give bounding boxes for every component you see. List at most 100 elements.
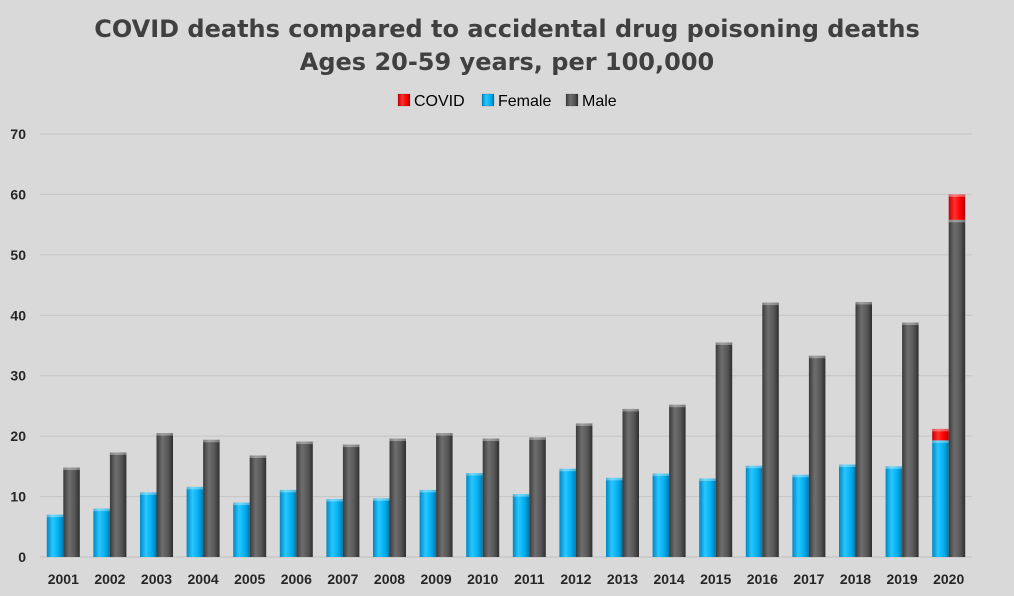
bar-female-2019 [885,466,903,557]
bar-male-2019-body [902,322,919,557]
bar-male-2004 [203,439,220,557]
bar-male-2010 [482,438,500,557]
bar-female-2015 [699,478,716,557]
x-tick-label: 2005 [234,571,265,587]
bar-female-2009-cap [419,489,437,493]
bar-male-2011 [529,437,546,557]
bar-female-2004-cap [186,486,204,490]
bars [46,194,966,557]
bar-male-2013-cap [622,408,639,412]
y-tick-label: 20 [10,428,26,444]
bar-female-2004-body [186,486,204,557]
bar-male-2005 [249,455,267,557]
bar-female-2009 [419,489,437,557]
bar-male-2013 [622,408,639,557]
bar-female-2005-cap [233,502,250,506]
bar-female-2013-body [606,477,623,557]
bar-male-2008-body [389,438,406,557]
bar-female-2013-cap [606,477,623,481]
bar-male-2017-body [808,355,826,557]
x-tick-label: 2009 [421,571,452,587]
bar-male-2019 [902,322,919,557]
y-tick-label: 40 [10,307,26,323]
bar-female-2012-cap [559,468,576,472]
bar-covid-female-2020-body [932,428,949,441]
legend: COVID Female Male [397,93,617,110]
bar-female-2002-cap [93,508,110,512]
y-tick-label: 10 [10,489,26,505]
bar-male-2009-body [436,433,453,557]
bar-male-2011-body [529,437,546,557]
bar-male-2005-body [249,455,267,557]
bar-female-2005 [233,502,250,557]
gridlines [40,133,972,558]
x-tick-label: 2010 [467,571,498,587]
legend-label: Male [582,93,617,110]
bar-male-2014 [669,404,686,557]
bar-female-2002 [93,508,110,557]
bar-female-2008-cap [373,498,390,501]
x-tick-label: 2011 [514,571,545,587]
bar-male-2018 [855,301,872,557]
bar-covid-female-2020 [932,428,949,441]
bar-female-2006-body [279,489,297,557]
bar-female-2005-body [233,502,250,557]
bar-male-2001-cap [63,467,80,471]
bar-covid-male-2020-body [948,194,966,220]
bar-male-2014-body [669,404,686,557]
bar-male-2016-cap [762,302,779,306]
bar-male-2016-body [762,302,779,557]
y-tick-label: 60 [10,186,26,202]
x-tick-label: 2013 [607,571,638,587]
x-tick-label: 2008 [374,571,405,587]
bar-female-2013 [606,477,623,557]
bar-female-2019-cap [885,466,903,469]
bar-female-2003 [140,492,157,557]
bar-female-2010-body [466,473,483,557]
bar-male-2013-body [622,408,639,557]
bar-male-2008-cap [389,438,406,442]
bar-female-2020-body [932,440,949,557]
bar-female-2017 [792,474,809,557]
bar-female-2010 [466,473,483,557]
bar-female-2016 [745,465,763,557]
bar-female-2020 [932,440,949,557]
bar-covid-male-2020 [948,194,966,220]
bar-female-2010-cap [466,473,483,476]
bar-female-2008 [373,498,390,557]
bar-female-2018 [839,464,856,557]
bar-male-2015-body [715,342,733,557]
legend-item-male: Male [565,93,617,110]
bar-male-2001 [63,467,80,557]
x-tick-label: 2018 [840,571,871,587]
bar-female-2018-cap [839,464,856,468]
bar-male-2002 [109,452,127,557]
bar-female-2007-body [326,498,343,557]
bar-male-2007 [342,444,360,557]
chart-subtitle: Ages 20-59 years, per 100,000 [300,48,714,76]
bar-female-2001 [46,514,64,557]
x-tick-label: 2014 [654,571,685,587]
y-tick-label: 50 [10,247,26,263]
bar-male-2018-body [855,301,872,557]
x-tick-label: 2006 [281,571,312,587]
bar-female-2016-cap [745,465,763,469]
bar-male-2008 [389,438,406,557]
bar-covid-male-2020-cap [948,194,966,197]
bar-female-2001-body [46,514,64,557]
bar-male-2009 [436,433,453,557]
bar-female-2006-cap [279,489,297,493]
legend-item-covid: COVID [397,93,465,110]
bar-male-2011-cap [529,437,546,440]
bar-male-2012-cap [575,423,593,426]
bar-female-2016-body [745,465,763,557]
bar-male-2012 [575,423,593,557]
bar-male-2005-cap [249,455,267,458]
bar-male-2003-cap [156,433,173,436]
bar-male-2004-body [203,439,220,557]
x-tick-label: 2003 [141,571,172,587]
x-tick-label: 2007 [327,571,358,587]
bar-female-2003-cap [140,492,157,495]
bar-female-2004 [186,486,204,557]
